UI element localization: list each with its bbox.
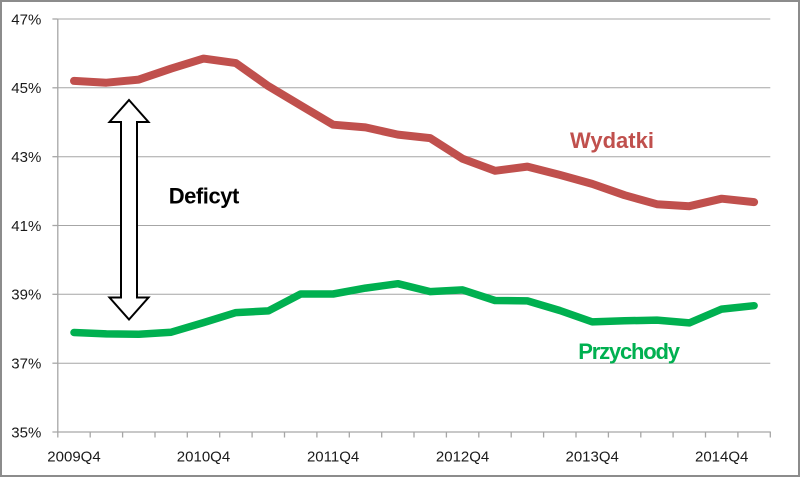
svg-text:2011Q4: 2011Q4 [307, 449, 359, 466]
svg-text:Deficyt: Deficyt [169, 184, 240, 209]
svg-text:35%: 35% [11, 424, 41, 441]
svg-text:43%: 43% [11, 149, 41, 166]
svg-text:47%: 47% [11, 11, 41, 28]
svg-text:37%: 37% [11, 356, 41, 373]
svg-text:2014Q4: 2014Q4 [695, 449, 748, 466]
svg-text:45%: 45% [11, 80, 41, 97]
svg-text:2010Q4: 2010Q4 [177, 449, 230, 466]
svg-text:2012Q4: 2012Q4 [436, 449, 489, 466]
svg-text:2009Q4: 2009Q4 [47, 449, 100, 466]
svg-text:Wydatki: Wydatki [570, 128, 654, 153]
svg-text:39%: 39% [11, 287, 41, 304]
svg-text:41%: 41% [11, 218, 41, 235]
svg-text:Przychody: Przychody [578, 339, 680, 364]
svg-text:2013Q4: 2013Q4 [566, 449, 619, 466]
